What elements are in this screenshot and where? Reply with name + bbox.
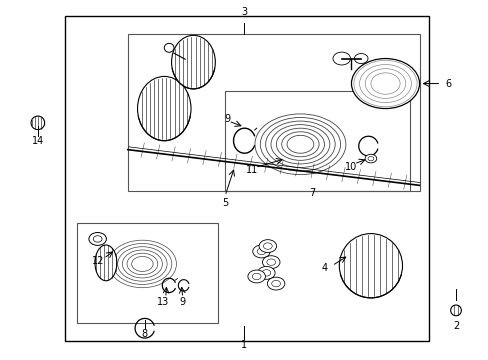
Text: 9: 9 [179,297,185,307]
Circle shape [262,256,280,269]
Circle shape [267,277,285,290]
Text: 12: 12 [91,256,103,266]
Text: 13: 13 [156,297,168,307]
Ellipse shape [31,116,44,130]
Circle shape [252,245,270,258]
Text: 1: 1 [241,340,247,350]
Text: 5: 5 [222,198,228,208]
Text: 11: 11 [245,165,258,175]
Circle shape [332,52,350,65]
Circle shape [259,240,276,252]
Text: 14: 14 [32,136,44,146]
Ellipse shape [339,234,402,298]
Text: 4: 4 [321,262,327,273]
Circle shape [351,59,419,109]
Circle shape [365,154,376,163]
Ellipse shape [164,43,174,52]
Circle shape [354,54,367,64]
Ellipse shape [137,76,191,141]
Text: 8: 8 [142,329,147,339]
Text: 2: 2 [452,321,458,332]
Text: 3: 3 [241,7,247,17]
Bar [127,33,419,191]
Circle shape [247,270,265,283]
Circle shape [257,266,275,279]
Text: 10: 10 [345,162,357,172]
Bar [224,91,409,191]
Ellipse shape [95,245,117,281]
Bar [64,16,428,341]
Text: 9: 9 [224,113,229,123]
Text: 6: 6 [445,78,451,89]
Ellipse shape [171,35,215,89]
Ellipse shape [450,305,460,316]
Text: 7: 7 [309,188,315,198]
Circle shape [89,233,106,246]
